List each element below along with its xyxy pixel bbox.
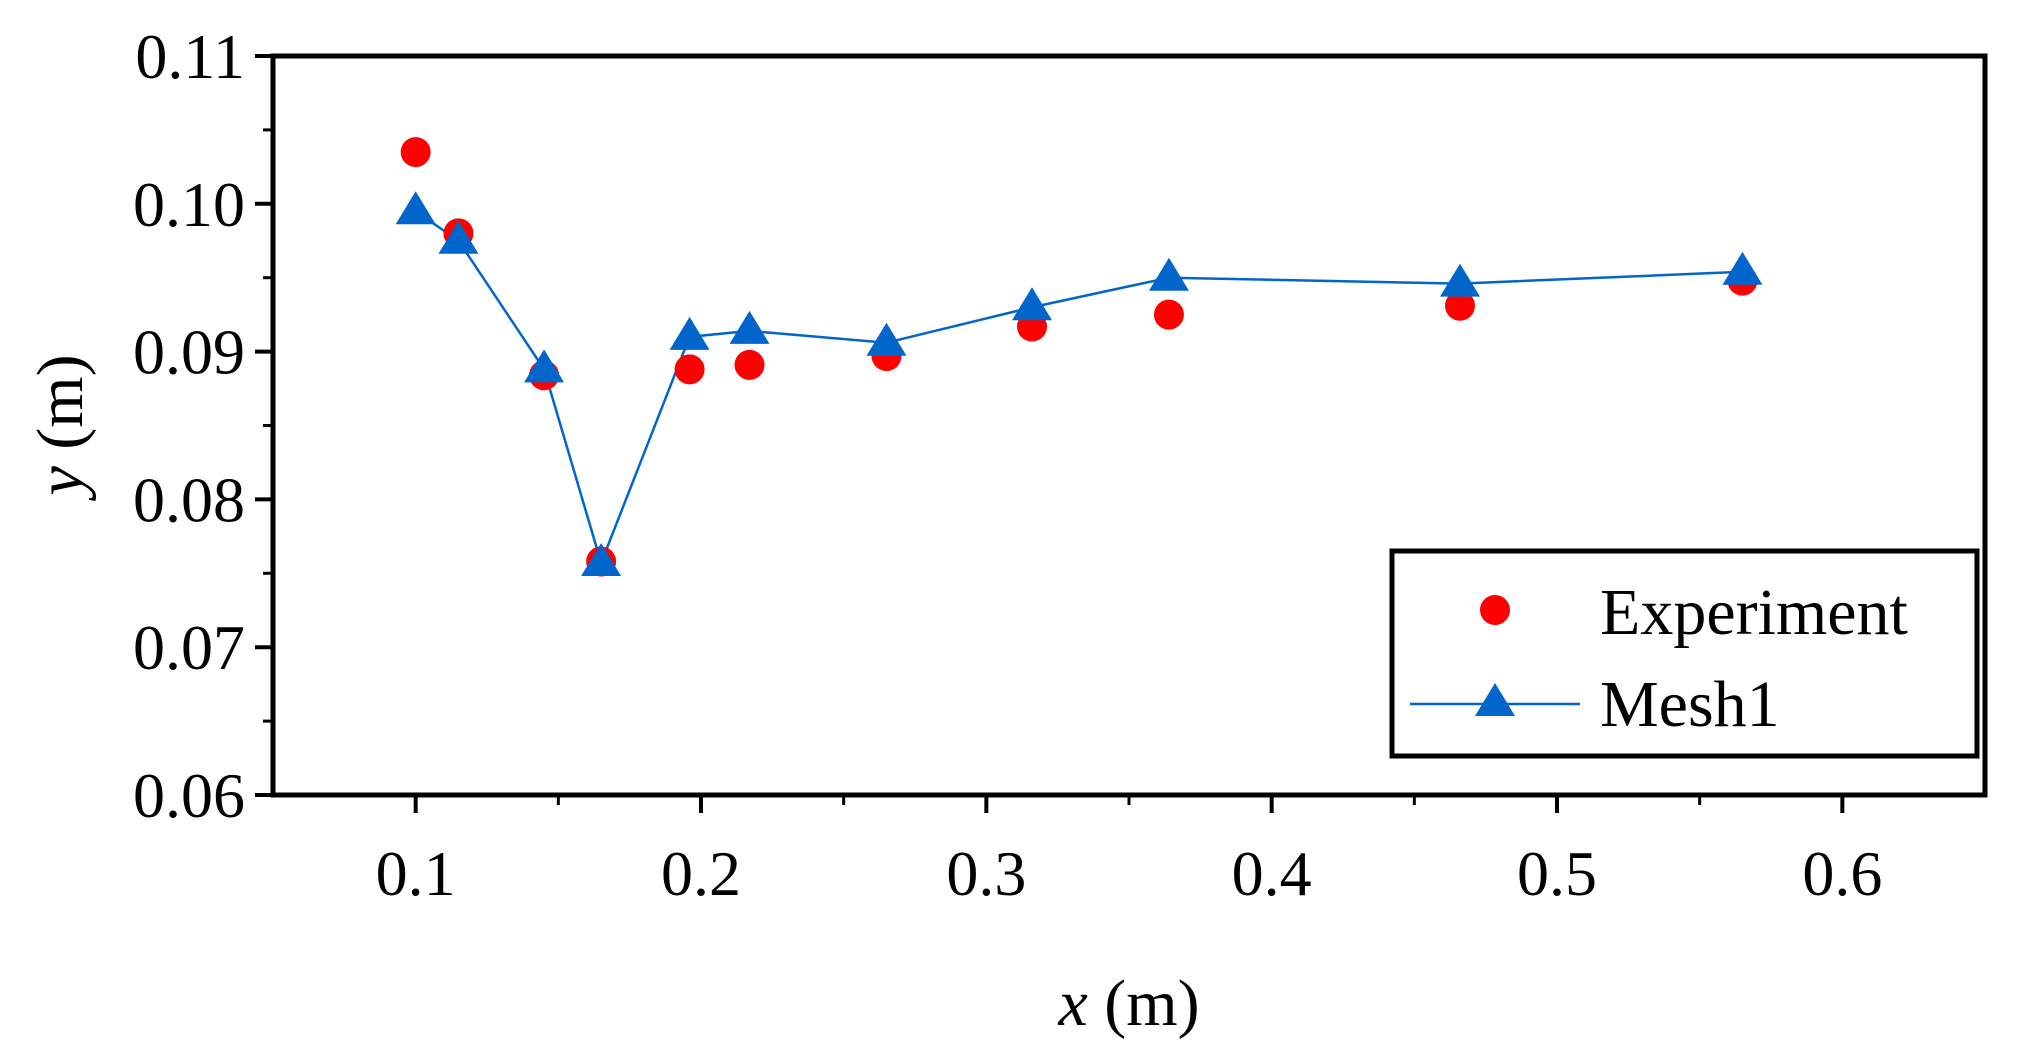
experiment-point — [734, 349, 765, 380]
y-axis-title: y (m) — [24, 354, 97, 501]
legend-marker-experiment — [1480, 595, 1510, 625]
mesh1-point — [524, 349, 565, 383]
legend-label-mesh1: Mesh1 — [1600, 668, 1780, 741]
mesh1-point — [395, 191, 436, 225]
mesh1-point — [1439, 263, 1480, 297]
mesh1-point — [729, 310, 770, 344]
y-tick-label: 0.10 — [133, 169, 245, 240]
x-axis-unit: (m) — [1088, 967, 1200, 1040]
x-tick-label: 0.1 — [376, 838, 456, 909]
axis-tick-labels: 0.1 0.2 0.3 0.4 0.5 0.6 0.06 0.07 0.08 0.09 0.10 0.… — [133, 21, 1882, 909]
data-series — [395, 137, 1763, 577]
y-axis-unit: (m) — [24, 354, 97, 466]
y-axis-var: y — [24, 466, 97, 502]
legend-box — [1389, 548, 1980, 759]
mesh1-point — [1011, 287, 1052, 321]
x-tick-label: 0.6 — [1802, 838, 1882, 909]
x-axis-var: x — [1057, 967, 1087, 1040]
experiment-point — [400, 137, 431, 168]
y-tick-label: 0.08 — [133, 464, 245, 535]
x-tick-label: 0.2 — [661, 838, 741, 909]
mesh1-point — [1722, 251, 1763, 285]
experiment-point — [1153, 299, 1184, 330]
mesh1-point — [438, 220, 479, 254]
legend: Experiment Mesh1 — [1389, 548, 1980, 759]
mesh1-point — [1148, 257, 1189, 291]
y-tick-label: 0.07 — [133, 612, 245, 683]
mesh1-point — [866, 322, 907, 356]
legend-label-experiment: Experiment — [1600, 576, 1908, 649]
experiment-point — [674, 354, 705, 385]
plot-frame — [270, 53, 1988, 798]
experiment-point — [1444, 290, 1475, 321]
x-tick-label: 0.4 — [1232, 838, 1312, 909]
legend-marker-mesh1 — [1475, 683, 1515, 716]
x-tick-label: 0.5 — [1517, 838, 1597, 909]
x-axis-title: x (m) — [1057, 967, 1199, 1040]
mesh1-point — [669, 316, 710, 350]
y-tick-label: 0.06 — [133, 760, 245, 831]
mesh1-point — [581, 542, 622, 576]
x-tick-label: 0.3 — [946, 838, 1026, 909]
y-tick-label: 0.11 — [135, 21, 245, 92]
y-tick-label: 0.09 — [133, 317, 245, 388]
